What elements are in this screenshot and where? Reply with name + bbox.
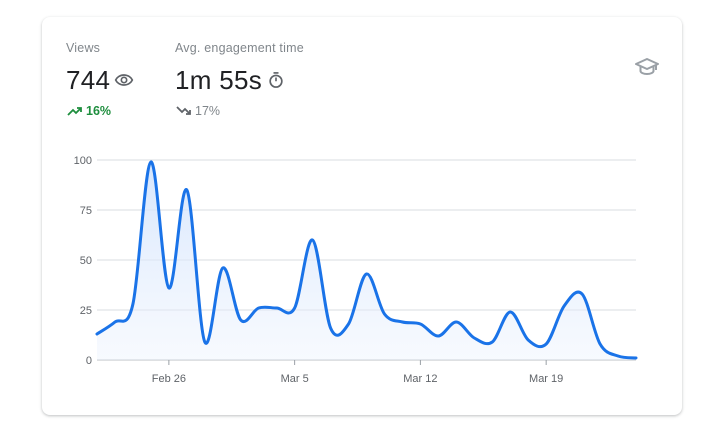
eye-icon: [115, 74, 134, 86]
engagement-trend: 17%: [176, 104, 220, 118]
views-value: 744: [66, 65, 111, 95]
data-point[interactable]: [613, 351, 623, 361]
stopwatch-icon: [269, 72, 283, 88]
data-point[interactable]: [236, 315, 246, 325]
data-point[interactable]: [541, 339, 551, 349]
data-point[interactable]: [344, 319, 354, 329]
engagement-value: 1m 55s: [175, 65, 263, 95]
data-point[interactable]: [110, 317, 120, 327]
x-tick-label: Mar 12: [403, 373, 437, 385]
y-tick-label: 0: [86, 355, 92, 367]
data-point[interactable]: [595, 339, 605, 349]
data-point[interactable]: [164, 283, 174, 293]
views-line-chart: 0 25 50 75 100 Feb 26 Mar 5 Mar 12 Mar 19: [74, 155, 641, 385]
data-point[interactable]: [451, 317, 461, 327]
data-point[interactable]: [523, 335, 533, 345]
data-point[interactable]: [218, 263, 228, 273]
series-line: [95, 160, 638, 360]
y-tick-label: 50: [80, 255, 92, 267]
data-point[interactable]: [433, 331, 443, 341]
data-point[interactable]: [290, 303, 300, 313]
data-point[interactable]: [146, 157, 156, 167]
data-point[interactable]: [272, 303, 282, 313]
data-point[interactable]: [182, 185, 192, 195]
trending-down-icon: [176, 106, 191, 115]
data-point[interactable]: [326, 323, 336, 333]
views-overview-card: Views 744 16% Avg. engagement time 1m 55…: [42, 17, 682, 415]
series-area-fill: [97, 161, 636, 360]
data-point[interactable]: [128, 299, 138, 309]
data-point[interactable]: [631, 353, 641, 363]
engagement-trend-value: 17%: [195, 104, 221, 118]
data-point[interactable]: [505, 307, 515, 317]
data-point[interactable]: [577, 289, 587, 299]
x-tick-label: Mar 19: [529, 373, 563, 385]
data-point[interactable]: [308, 235, 318, 245]
engagement-label: Avg. engagement time: [175, 41, 304, 55]
data-point[interactable]: [200, 337, 210, 347]
data-point[interactable]: [415, 319, 425, 329]
data-point[interactable]: [379, 309, 389, 319]
graduation-cap-icon[interactable]: [635, 57, 659, 77]
data-point[interactable]: [254, 303, 264, 313]
views-trend-value: 16%: [86, 104, 112, 118]
data-point[interactable]: [559, 301, 569, 311]
views-label: Views: [66, 41, 101, 55]
x-tick-label: Mar 5: [281, 373, 309, 385]
data-point[interactable]: [469, 333, 479, 343]
y-tick-label: 75: [80, 205, 92, 217]
data-point[interactable]: [362, 269, 372, 279]
data-point[interactable]: [397, 317, 407, 327]
data-point[interactable]: [487, 337, 497, 347]
data-point[interactable]: [92, 329, 102, 339]
y-tick-label: 100: [74, 155, 92, 167]
y-tick-label: 25: [80, 305, 92, 317]
views-trend: 16%: [67, 104, 111, 118]
x-tick-label: Feb 26: [152, 373, 186, 385]
trending-up-icon: [67, 107, 82, 116]
